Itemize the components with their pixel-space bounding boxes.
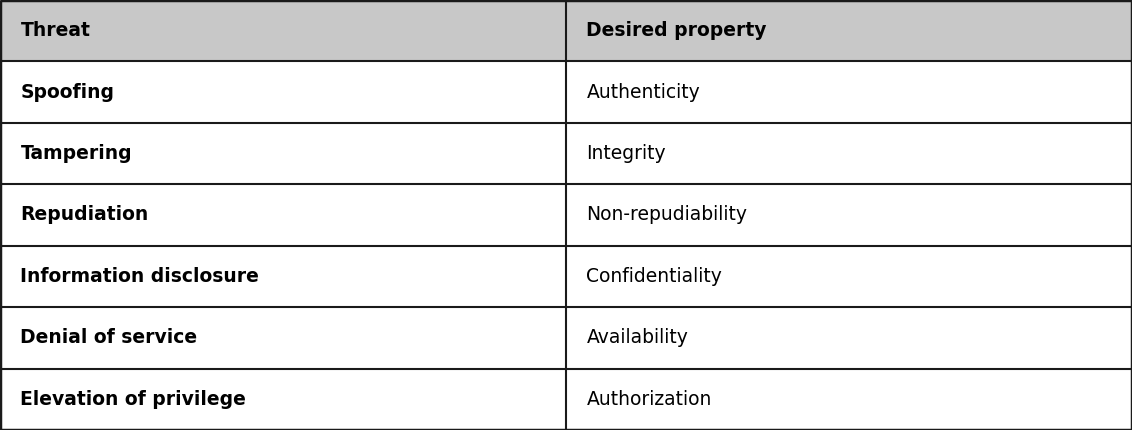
Bar bbox=[0, 184, 1132, 246]
Text: Non-repudiability: Non-repudiability bbox=[586, 206, 747, 224]
Text: Denial of service: Denial of service bbox=[20, 329, 197, 347]
Text: Authenticity: Authenticity bbox=[586, 83, 700, 101]
Text: Repudiation: Repudiation bbox=[20, 206, 148, 224]
Text: Confidentiality: Confidentiality bbox=[586, 267, 722, 286]
Text: Spoofing: Spoofing bbox=[20, 83, 114, 101]
Bar bbox=[0, 61, 1132, 123]
Bar bbox=[0, 123, 1132, 184]
Bar bbox=[0, 369, 1132, 430]
Text: Integrity: Integrity bbox=[586, 144, 666, 163]
Bar bbox=[0, 246, 1132, 307]
Text: Elevation of privilege: Elevation of privilege bbox=[20, 390, 247, 409]
Bar bbox=[0, 307, 1132, 369]
Text: Information disclosure: Information disclosure bbox=[20, 267, 259, 286]
Text: Availability: Availability bbox=[586, 329, 688, 347]
Text: Threat: Threat bbox=[20, 21, 91, 40]
Text: Tampering: Tampering bbox=[20, 144, 132, 163]
Bar bbox=[0, 0, 1132, 61]
Text: Desired property: Desired property bbox=[586, 21, 766, 40]
Text: Authorization: Authorization bbox=[586, 390, 712, 409]
